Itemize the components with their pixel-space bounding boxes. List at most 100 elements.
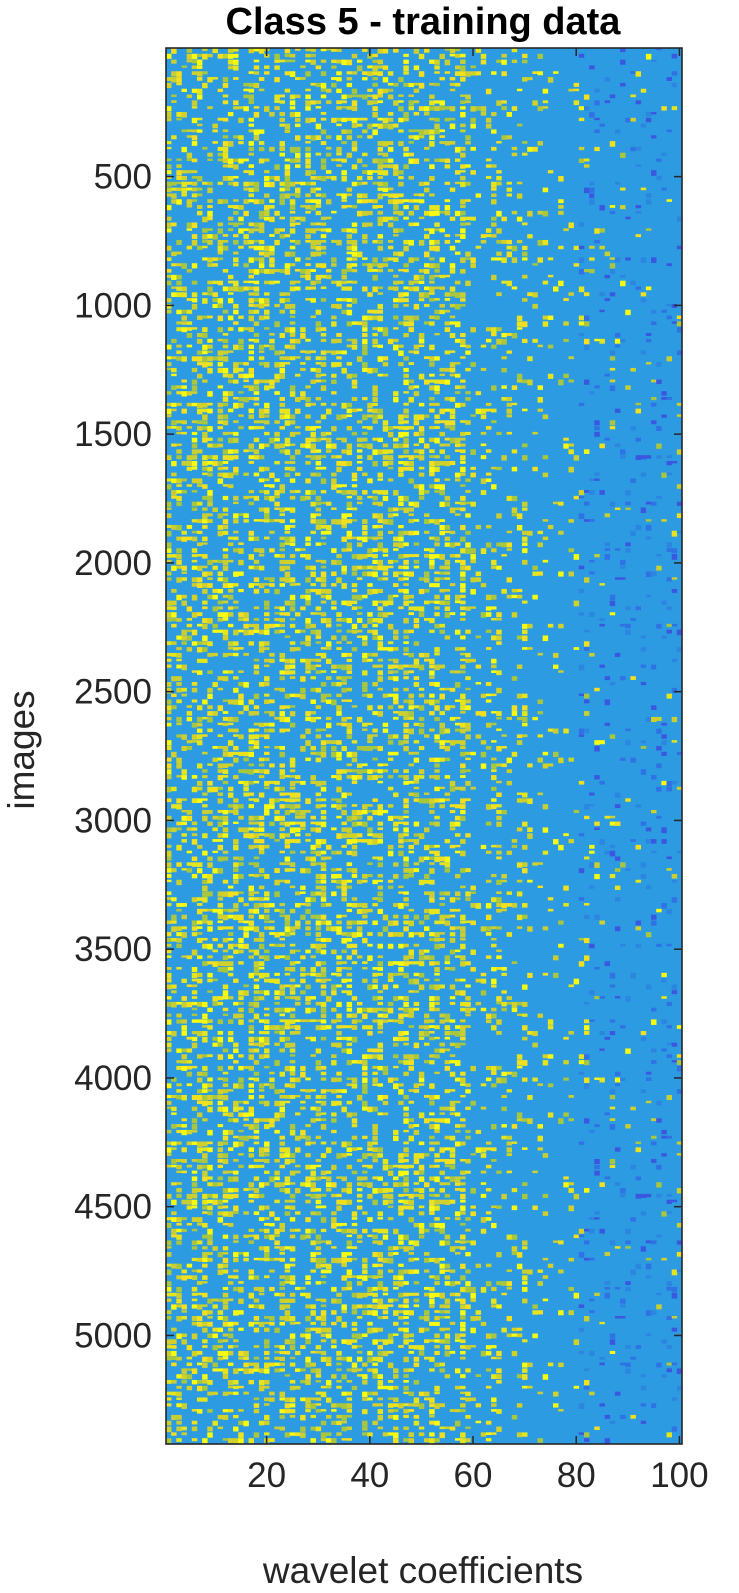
heatmap-cell: [171, 652, 177, 657]
heatmap-cell: [475, 635, 482, 639]
heatmap-cell: [274, 623, 280, 628]
heatmap-cell: [460, 652, 466, 656]
heatmap-cell: [191, 449, 198, 455]
heatmap-cell: [346, 932, 353, 937]
heatmap-cell: [207, 728, 213, 733]
heatmap-cell: [599, 618, 605, 622]
heatmap-cell: [382, 612, 389, 618]
heatmap-cell: [336, 100, 342, 105]
heatmap-cell: [496, 903, 502, 908]
heatmap-cell: [501, 746, 507, 749]
heatmap-cell: [424, 48, 430, 53]
heatmap-cell: [604, 309, 611, 316]
heatmap-cell: [331, 873, 337, 879]
heatmap-cell: [661, 868, 667, 873]
heatmap-cell: [284, 926, 291, 932]
heatmap-cell: [527, 647, 533, 650]
heatmap-cell: [454, 478, 461, 482]
heatmap-cell: [315, 873, 322, 879]
heatmap-cell: [429, 292, 435, 295]
heatmap-cell: [315, 949, 322, 954]
heatmap-cell: [454, 740, 461, 744]
heatmap-cell: [341, 844, 347, 848]
heatmap-cell: [403, 670, 409, 675]
heatmap-cell: [460, 769, 466, 774]
heatmap-cell: [393, 664, 399, 669]
heatmap-cell: [248, 82, 255, 88]
heatmap-cell: [186, 618, 193, 621]
heatmap-cell: [331, 798, 337, 801]
heatmap-cell: [367, 536, 373, 540]
heatmap-cell: [320, 228, 327, 232]
heatmap-cell: [171, 251, 177, 257]
heatmap-cell: [403, 873, 409, 879]
heatmap-cell: [243, 158, 249, 162]
heatmap-cell: [367, 815, 373, 821]
heatmap-cell: [403, 920, 409, 925]
heatmap-cell: [320, 478, 327, 484]
heatmap-cell: [217, 385, 224, 389]
heatmap-cell: [393, 274, 399, 278]
heatmap-cell: [222, 135, 229, 139]
heatmap-cell: [372, 100, 378, 105]
heatmap-cell: [310, 431, 316, 438]
heatmap-cell: [258, 239, 265, 245]
heatmap-cell: [418, 577, 425, 581]
heatmap-cell: [630, 676, 636, 680]
heatmap-cell: [243, 612, 249, 618]
heatmap-cell: [429, 536, 435, 540]
heatmap-cell: [207, 315, 213, 319]
heatmap-cell: [196, 955, 203, 960]
heatmap-cell: [362, 170, 368, 175]
heatmap-cell: [496, 257, 502, 261]
heatmap-cell: [424, 548, 430, 552]
heatmap-cell: [171, 187, 177, 191]
heatmap-cell: [166, 606, 172, 610]
heatmap-cell: [341, 414, 347, 419]
heatmap-cell: [295, 373, 301, 377]
heatmap-cell: [258, 141, 265, 145]
heatmap-cell: [238, 559, 244, 566]
heatmap-cell: [511, 676, 518, 681]
heatmap-cell: [583, 490, 590, 493]
heatmap-cell: [207, 559, 213, 565]
heatmap-cell: [666, 856, 672, 860]
heatmap-cell: [367, 809, 373, 813]
heatmap-cell: [651, 350, 657, 355]
heatmap-cell: [403, 687, 409, 692]
heatmap-cell: [253, 891, 260, 894]
heatmap-cell: [264, 292, 270, 296]
heatmap-cell: [320, 298, 327, 302]
heatmap-cell: [485, 932, 492, 936]
heatmap-cell: [217, 629, 224, 633]
heatmap-cell: [372, 286, 378, 293]
heatmap-cell: [372, 170, 378, 173]
heatmap-cell: [264, 193, 270, 198]
heatmap-cell: [336, 757, 342, 761]
heatmap-cell: [341, 804, 347, 808]
heatmap-cell: [480, 583, 487, 588]
heatmap-cell: [351, 245, 358, 251]
heatmap-cell: [434, 786, 440, 792]
heatmap-cell: [269, 658, 275, 664]
heatmap-cell: [176, 699, 182, 704]
heatmap-cell: [454, 501, 461, 505]
heatmap-cell: [315, 780, 322, 787]
heatmap-cell: [367, 495, 373, 499]
heatmap-cell: [470, 903, 476, 908]
heatmap-cell: [439, 798, 445, 803]
heatmap-cell: [599, 123, 605, 127]
heatmap-cell: [227, 373, 234, 379]
heatmap-cell: [676, 786, 683, 790]
heatmap-cell: [444, 48, 451, 51]
heatmap-cell: [191, 385, 198, 391]
heatmap-cell: [387, 664, 394, 670]
heatmap-cell: [640, 746, 647, 749]
heatmap-cell: [656, 379, 662, 385]
heatmap-cell: [300, 65, 306, 69]
heatmap-cell: [191, 187, 198, 192]
heatmap-cell: [583, 577, 590, 583]
heatmap-cell: [408, 321, 414, 327]
heatmap-cell: [413, 431, 420, 437]
heatmap-cell: [243, 280, 249, 284]
